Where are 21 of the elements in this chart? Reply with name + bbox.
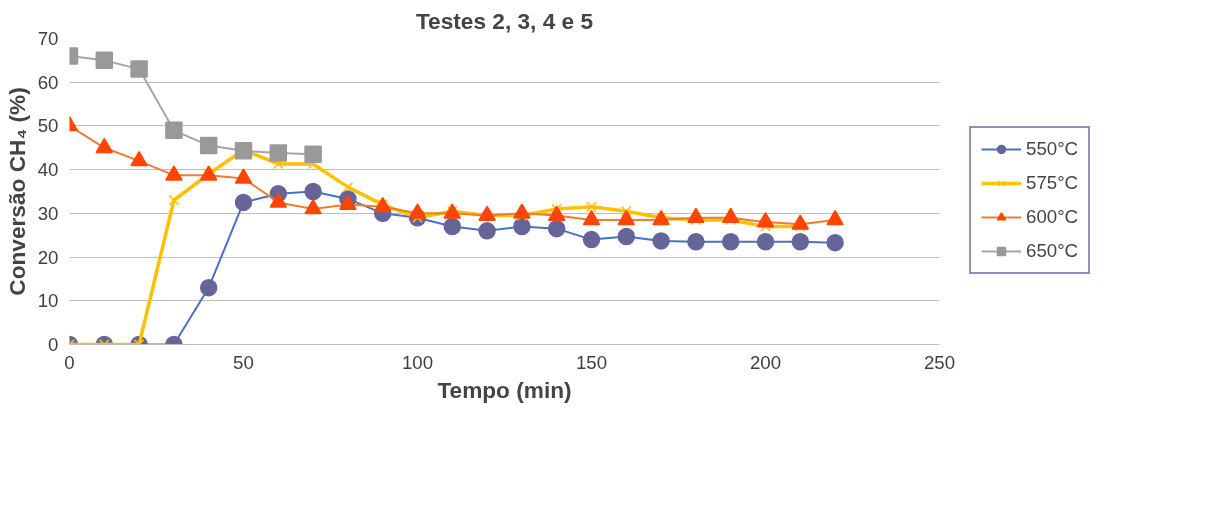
x-tick-label: 200: [749, 351, 782, 373]
y-axis-title: Conversão CH₄ (%): [3, 87, 30, 296]
legend-label: 650°C: [1026, 240, 1079, 262]
legend-label: 600°C: [1026, 206, 1079, 228]
x-tick-label: 100: [401, 351, 434, 373]
y-tick-label: 30: [37, 202, 59, 224]
x-tick-label: 50: [233, 351, 254, 373]
x-axis-title: Tempo (min): [437, 376, 572, 403]
x-tick-label: 0: [64, 351, 75, 373]
y-tick-label: 10: [37, 290, 59, 312]
y-tick-label: 70: [37, 28, 59, 49]
y-tick-label: 60: [37, 71, 59, 93]
legend-label: 575°C: [1026, 172, 1079, 194]
y-tick-label: 40: [37, 159, 59, 181]
y-tick-label: 0: [48, 334, 59, 355]
chart-title: Testes 2, 3, 4 e 5: [415, 7, 594, 34]
x-tick-label: 250: [923, 351, 956, 373]
legend-label: 550°C: [1026, 138, 1079, 160]
y-tick-label: 20: [37, 246, 59, 268]
x-tick-label: 150: [575, 351, 608, 373]
y-tick-label: 50: [37, 115, 59, 137]
